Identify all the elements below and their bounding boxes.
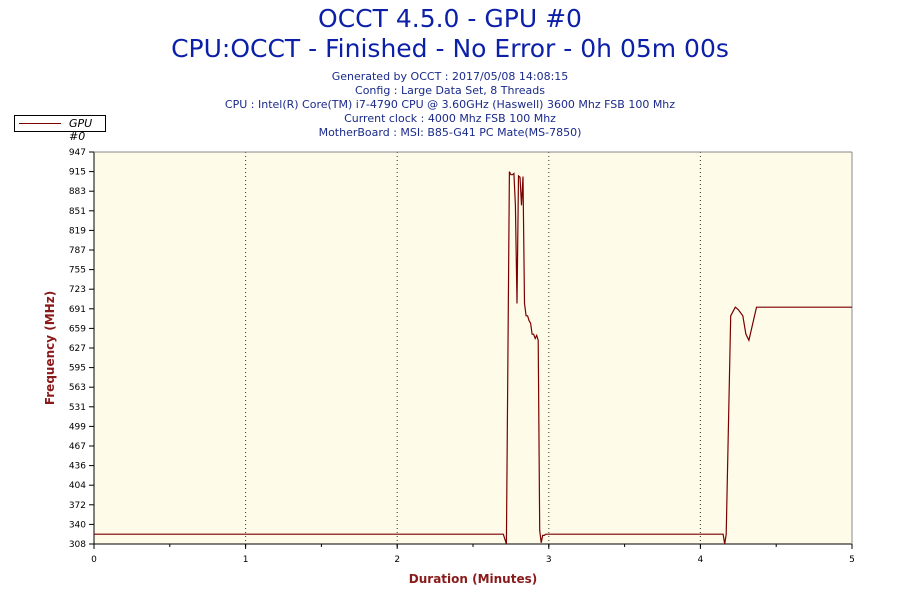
x-tick-label: 2 [394, 555, 400, 565]
y-axis-title: Frequency (MHz) [43, 291, 57, 405]
info-motherboard: MotherBoard : MSI: B85-G41 PC Mate(MS-78… [318, 126, 582, 139]
info-cpu: CPU : Intel(R) Core(TM) i7-4790 CPU @ 3.… [224, 98, 676, 111]
series-line-gpu0 [94, 171, 852, 545]
y-tick-label: 947 [69, 148, 86, 158]
x-tick-label: 4 [698, 555, 704, 565]
y-tick-label: 372 [69, 501, 86, 511]
y-tick-label: 595 [69, 364, 86, 374]
x-tick-label: 1 [243, 555, 249, 565]
info-config: Config : Large Data Set, 8 Threads [355, 84, 545, 97]
y-tick-label: 308 [69, 540, 86, 550]
x-tick-label: 3 [546, 555, 552, 565]
y-tick-label: 883 [69, 187, 86, 197]
y-tick-label: 819 [69, 226, 86, 236]
chart-subtitle: CPU:OCCT - Finished - No Error - 0h 05m … [171, 34, 729, 63]
chart-title: OCCT 4.5.0 - GPU #0 [318, 4, 582, 33]
legend: GPU #0 [14, 115, 106, 143]
plot-area [94, 152, 852, 544]
x-tick-label: 5 [849, 555, 855, 565]
y-tick-label: 531 [69, 403, 86, 413]
y-tick-label: 404 [69, 481, 86, 491]
y-tick-label: 340 [69, 520, 86, 530]
y-tick-label: 691 [69, 305, 86, 315]
x-tick-label: 0 [91, 555, 97, 565]
y-tick-label: 659 [69, 324, 86, 334]
y-tick-label: 467 [69, 442, 86, 452]
legend-label: GPU #0 [69, 117, 93, 143]
info-current-clock: Current clock : 4000 Mhz FSB 100 Mhz [344, 112, 556, 125]
x-ticks: 0 1 2 3 4 5 [91, 544, 855, 565]
y-tick-label: 851 [69, 207, 86, 217]
x-axis-title: Duration (Minutes) [409, 572, 537, 586]
y-tick-label: 723 [69, 285, 86, 295]
y-tick-label: 563 [69, 383, 86, 393]
y-tick-label: 627 [69, 344, 86, 354]
info-generated: Generated by OCCT : 2017/05/08 14:08:15 [331, 70, 569, 83]
gridlines [245, 152, 701, 544]
legend-swatch [19, 123, 61, 124]
y-tick-label: 755 [69, 266, 86, 276]
y-tick-label: 436 [69, 462, 86, 472]
y-ticks: 947 915 883 851 819 787 755 723 691 659 627 595 563 5… [69, 148, 94, 550]
y-tick-label: 499 [69, 422, 86, 432]
y-tick-label: 787 [69, 246, 86, 256]
y-tick-label: 915 [69, 168, 86, 178]
